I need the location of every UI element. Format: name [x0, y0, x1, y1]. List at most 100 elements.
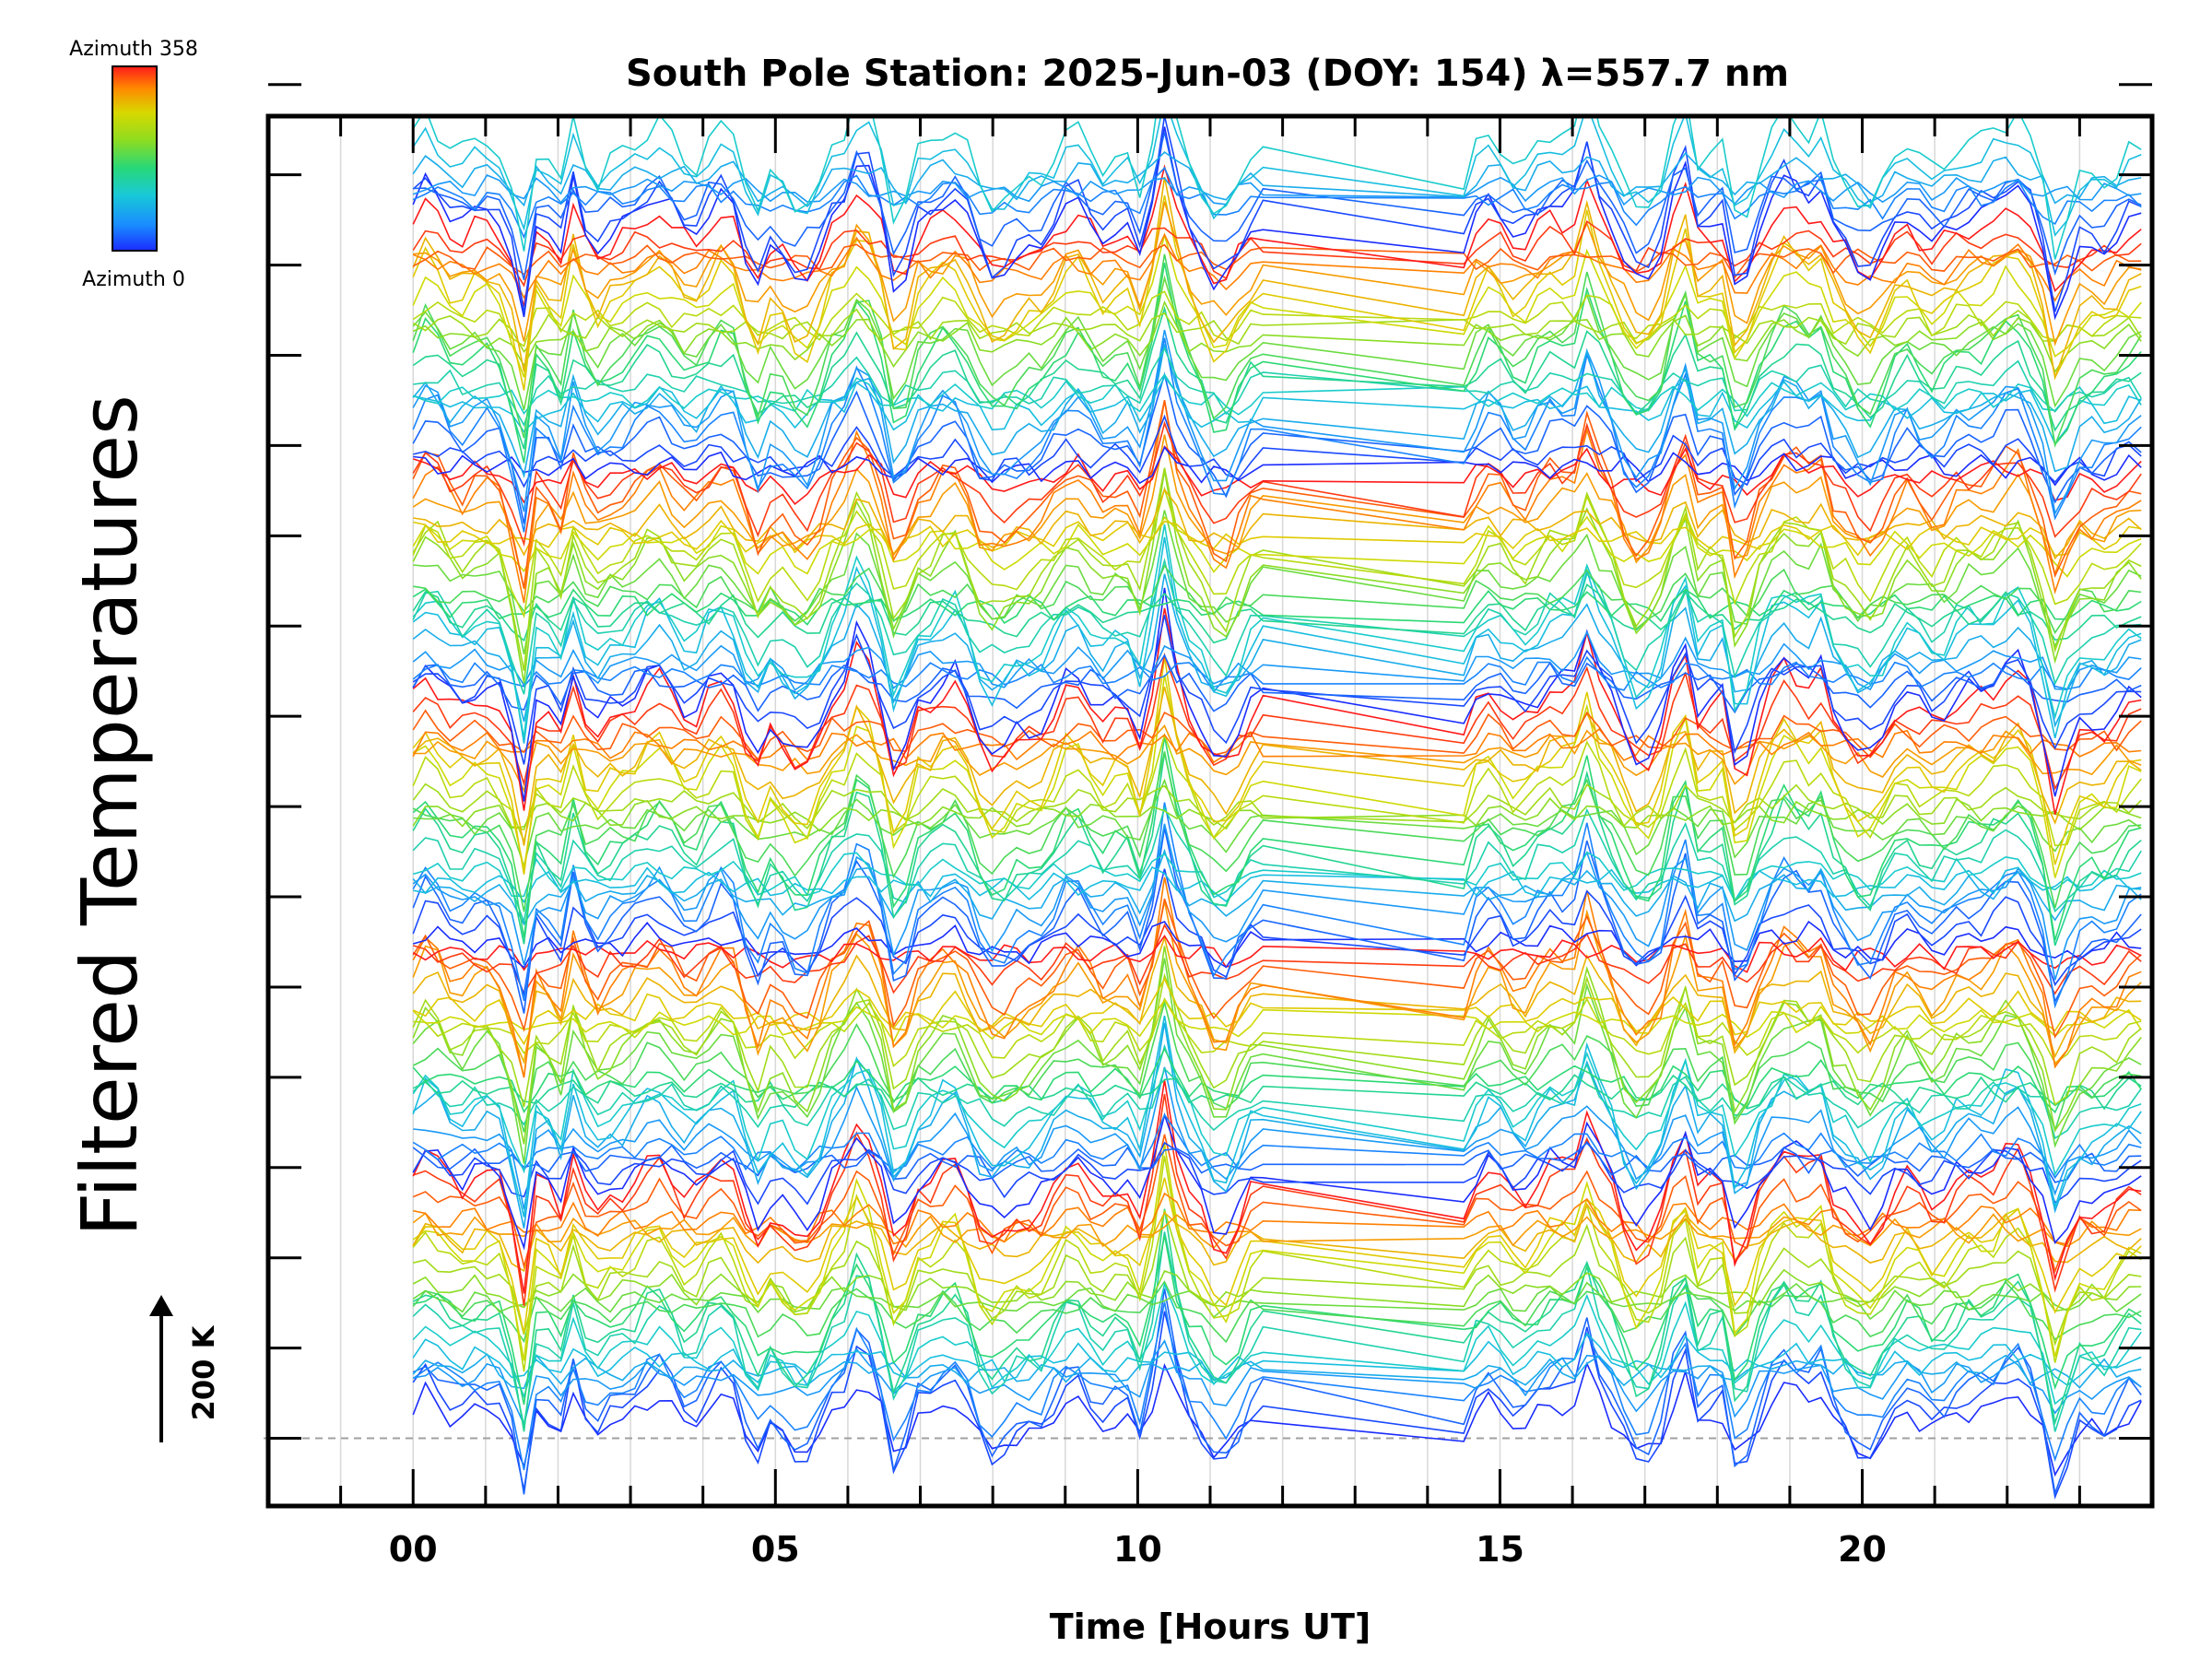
trace-line — [412, 923, 2142, 995]
trace-line — [412, 1143, 2142, 1361]
trace-line — [412, 898, 2142, 1040]
trace-line — [412, 445, 2142, 506]
trace-line — [412, 823, 2142, 981]
trace-line — [412, 515, 2142, 578]
trace-line — [412, 573, 2142, 728]
trace-line — [412, 486, 2142, 619]
trace-line — [412, 868, 2142, 998]
trace-line — [413, 510, 2142, 655]
scale-bar: 200 K — [149, 1295, 221, 1442]
trace-line — [412, 524, 2142, 739]
trace-line — [412, 727, 2142, 764]
trace-line — [412, 782, 2142, 831]
trace-line — [412, 806, 2142, 924]
x-tick-label: 15 — [1476, 1529, 1524, 1570]
trace-line — [412, 1202, 2142, 1273]
trace-line — [412, 1268, 2142, 1313]
trace-line — [412, 116, 2142, 313]
trace-line — [412, 290, 2142, 347]
trace-line — [413, 1192, 2142, 1246]
trace-line — [412, 173, 2142, 206]
trace-line — [412, 420, 2142, 547]
trace-line — [412, 732, 2142, 847]
trace-line — [413, 1235, 2142, 1406]
x-tick-label: 05 — [751, 1529, 800, 1570]
x-axis-label: Time [Hours UT] — [1050, 1606, 1371, 1647]
trace-line — [412, 536, 2142, 744]
trace-line — [412, 176, 2142, 381]
trace-line — [412, 116, 2142, 237]
trace-line — [412, 231, 2142, 378]
trace-line — [412, 263, 2142, 464]
trace-line — [412, 1134, 2142, 1274]
trace-line — [412, 1280, 2142, 1344]
trace-line — [412, 337, 2142, 533]
trace-line — [412, 1047, 2142, 1114]
trace-line — [412, 166, 2142, 240]
trace-line — [412, 848, 2142, 926]
x-axis-tick-labels: 00 05 10 15 20 — [389, 1529, 1887, 1570]
trace-line — [412, 588, 2142, 626]
scale-bar-label: 200 K — [186, 1324, 221, 1420]
trace-line — [412, 1140, 2142, 1206]
trace-line — [412, 308, 2142, 354]
trace-line — [412, 977, 2142, 1046]
trace-line — [412, 434, 2142, 590]
trace-line — [412, 1015, 2142, 1218]
trace-line — [412, 1288, 2142, 1497]
trace-line — [412, 615, 2142, 765]
trace-line — [412, 1332, 2142, 1386]
x-axis-ticks — [339, 116, 2081, 1506]
trace-line — [412, 1022, 2142, 1229]
trace-line — [412, 751, 2142, 912]
trace-line — [412, 851, 2142, 903]
trace-line — [413, 564, 2142, 635]
colorbar-gradient — [112, 65, 158, 252]
trace-line — [412, 305, 2142, 450]
trace-line — [413, 519, 2142, 557]
trace-line — [412, 1212, 2142, 1250]
trace-line — [412, 652, 2142, 791]
trace-line — [412, 797, 2142, 832]
trace-line — [412, 116, 2142, 260]
trace-line — [412, 372, 2142, 418]
trace-line — [412, 1177, 2142, 1334]
trace-line — [412, 1112, 2142, 1251]
trace-line — [412, 1074, 2142, 1113]
trace-line — [412, 470, 2142, 684]
x-tick-label: 00 — [389, 1529, 438, 1570]
trace-line — [412, 400, 2142, 604]
y-axis-label: Filtered Temperatures — [65, 394, 155, 1237]
trace-line — [412, 920, 2142, 969]
trace-line — [412, 828, 2142, 1014]
trace-line — [413, 997, 2142, 1068]
trace-line — [412, 958, 2142, 1164]
trace-line — [413, 347, 2142, 428]
trace-line — [412, 653, 2142, 714]
colorbar-bottom-label: Azimuth 0 — [82, 268, 185, 291]
traces — [412, 116, 2142, 1500]
trace-line — [413, 865, 2142, 904]
trace-line — [413, 488, 2142, 560]
trace-line — [413, 445, 2142, 487]
trace-line — [412, 253, 2142, 449]
trace-line — [412, 1301, 2142, 1471]
trace-line — [413, 724, 2142, 793]
trace-line — [412, 999, 2142, 1133]
trace-line — [412, 467, 2142, 671]
y-axis-ticks — [268, 83, 2152, 1441]
trace-line — [412, 946, 2142, 1145]
trace-line — [412, 344, 2142, 479]
trace-line — [412, 1079, 2142, 1294]
trace-line — [412, 629, 2142, 691]
trace-line — [412, 687, 2142, 846]
trace-line — [412, 935, 2142, 973]
trace-line — [412, 164, 2142, 307]
trace-line — [412, 1361, 2142, 1477]
trace-line — [412, 802, 2142, 1009]
chart-title: South Pole Station: 2025-Jun-03 (DOY: 15… — [626, 53, 1789, 95]
trace-line — [412, 558, 2142, 695]
trace-line — [412, 655, 2142, 693]
x-tick-label: 20 — [1838, 1529, 1887, 1570]
